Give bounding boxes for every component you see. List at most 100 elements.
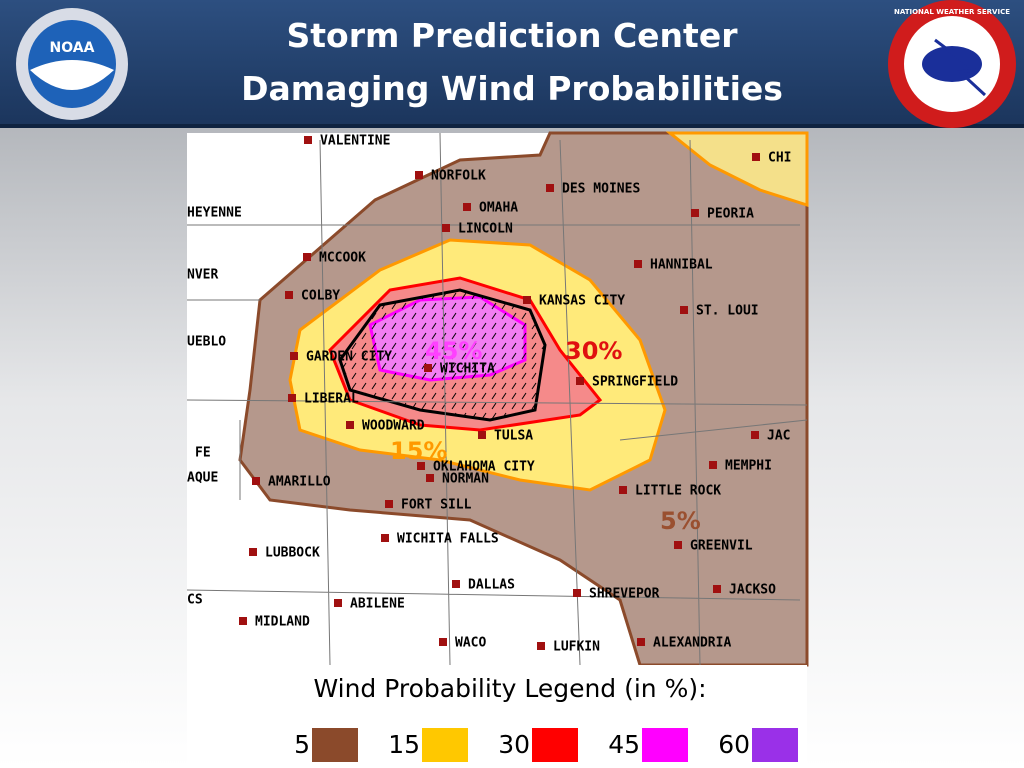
city-marker	[334, 599, 342, 607]
city-marker	[439, 638, 447, 646]
city-marker	[426, 474, 434, 482]
city-label: WOODWARD	[362, 419, 425, 434]
nws-logo: NATIONAL WEATHER SERVICE	[888, 0, 1016, 128]
city-marker	[290, 352, 298, 360]
city-label: LINCOLN	[458, 222, 513, 237]
city-marker	[573, 589, 581, 597]
city-marker	[346, 421, 354, 429]
city-marker	[576, 377, 584, 385]
city-label: NORMAN	[442, 472, 489, 487]
city-label: JACKSO	[729, 583, 776, 598]
city-label: PEORIA	[707, 207, 754, 222]
city-marker	[674, 541, 682, 549]
city-marker	[713, 585, 721, 593]
city-marker	[691, 209, 699, 217]
legend-swatch	[532, 728, 578, 762]
contour-labels: 5% 15% 30% 45%	[390, 337, 701, 535]
city-marker	[546, 184, 554, 192]
city-marker	[442, 224, 450, 232]
city-label: OKLAHOMA CITY	[433, 460, 535, 475]
legend-swatch	[752, 728, 798, 762]
contour-label: 30%	[565, 337, 622, 365]
city-marker	[680, 306, 688, 314]
legend-swatch	[422, 728, 468, 762]
boundaries	[186, 132, 808, 666]
city-marker	[415, 171, 423, 179]
city-marker	[303, 253, 311, 261]
contour-label: 15%	[390, 437, 447, 465]
city-marker	[285, 291, 293, 299]
city-label: UEBLO	[187, 335, 226, 350]
city-label: VALENTINE	[320, 134, 390, 149]
contour-label: 45%	[425, 337, 482, 365]
city-label: WICHITA	[440, 362, 495, 377]
city-label: AQUE	[187, 471, 218, 486]
city-label: TULSA	[494, 429, 533, 444]
city-marker	[478, 431, 486, 439]
title: Damaging Wind Probabilities	[241, 69, 783, 108]
legend-label: 60	[718, 730, 750, 759]
city-marker	[463, 203, 471, 211]
city-label: SHREVEPOR	[589, 587, 660, 602]
city-label: MCCOOK	[319, 251, 366, 266]
city-marker	[752, 153, 760, 161]
city-label: DES MOINES	[562, 182, 640, 197]
city-marker	[751, 431, 759, 439]
city-label: LIBERAL	[304, 392, 359, 407]
city-marker	[288, 394, 296, 402]
city-label: JAC	[767, 429, 790, 444]
title: Storm Prediction Center	[287, 16, 739, 55]
city-label: CS	[187, 593, 203, 608]
city-label: OMAHA	[479, 201, 518, 216]
legend-box	[187, 665, 807, 765]
city-label: ABILENE	[350, 597, 405, 612]
area-15-north	[665, 131, 809, 208]
city-marker	[417, 462, 425, 470]
city-label: FE	[195, 446, 211, 461]
city-label: FORT SILL	[401, 498, 472, 513]
legend: 5 15 30 45 60	[294, 728, 798, 762]
legend-label: 30	[498, 730, 530, 759]
city-label: MEMPHI	[725, 459, 772, 474]
city-label: WACO	[455, 636, 486, 651]
noaa-logo: NOAA	[16, 8, 128, 120]
city-marker	[634, 260, 642, 268]
hatched-area	[338, 288, 547, 422]
legend-swatch	[642, 728, 688, 762]
city-marker	[424, 364, 432, 372]
city-label: WICHITA FALLS	[397, 532, 499, 547]
contour-label: 5%	[660, 507, 701, 535]
city-labels: VALENTINE NORFOLK DES MOINES OMAHA LINCOLN PE…	[187, 134, 791, 680]
city-label: NORFOLK	[431, 169, 486, 184]
city-marker	[385, 500, 393, 508]
city-marker	[709, 461, 717, 469]
city-label: HANNIBAL	[650, 258, 713, 273]
city-marker	[252, 477, 260, 485]
city-label: SPRINGFIELD	[592, 375, 678, 390]
city-marker	[381, 534, 389, 542]
city-label: DALLAS	[468, 578, 515, 593]
city-marker	[249, 548, 257, 556]
city-marker	[304, 136, 312, 144]
header-edge	[0, 124, 1024, 128]
city-marker	[637, 638, 645, 646]
city-label: ST. LOUI	[696, 304, 759, 319]
city-label: LUFKIN	[553, 640, 600, 655]
city-label: COLBY	[301, 289, 340, 304]
city-marker	[619, 486, 627, 494]
legend-label: 45	[608, 730, 640, 759]
city-label: KANSAS CITY	[539, 294, 625, 309]
city-label: LITTLE ROCK	[635, 484, 721, 499]
legend-label: 15	[388, 730, 420, 759]
city-label: AMARILLO	[268, 475, 331, 490]
city-marker	[523, 296, 531, 304]
city-marker	[537, 642, 545, 650]
legend-label: 5	[294, 730, 310, 759]
city-label: CHI	[768, 151, 791, 166]
city-label: GARDEN CITY	[306, 350, 392, 365]
city-label: MIDLAND	[255, 615, 310, 630]
city-marker	[452, 580, 460, 588]
header-bar	[0, 0, 1024, 127]
